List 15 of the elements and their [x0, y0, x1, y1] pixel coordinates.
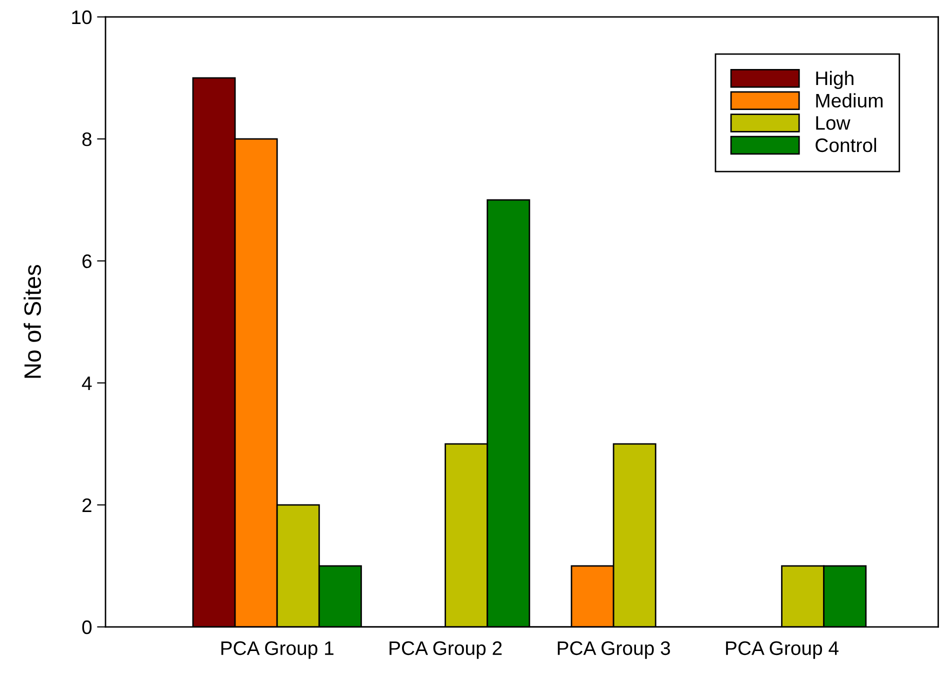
legend-label: Medium: [816, 93, 883, 108]
y-tick-label: 2: [82, 498, 92, 512]
y-axis-title: No of Sites: [24, 265, 42, 378]
x-tick-label: PCA Group 2: [390, 641, 502, 659]
y-tick-label: 0: [82, 620, 92, 634]
y-tick-label: 6: [82, 254, 92, 268]
y-tick-label: 10: [72, 10, 92, 24]
legend-label: Control: [816, 138, 876, 152]
x-tick-label: PCA Group 3: [558, 641, 670, 659]
y-tick-label: 4: [82, 376, 92, 390]
y-tick-label: 8: [82, 132, 92, 146]
legend-label: High: [816, 70, 854, 90]
x-tick-label: PCA Group 1: [221, 641, 334, 659]
legend-label: Low: [816, 116, 850, 130]
x-tick-label: PCA Group 4: [726, 641, 838, 659]
